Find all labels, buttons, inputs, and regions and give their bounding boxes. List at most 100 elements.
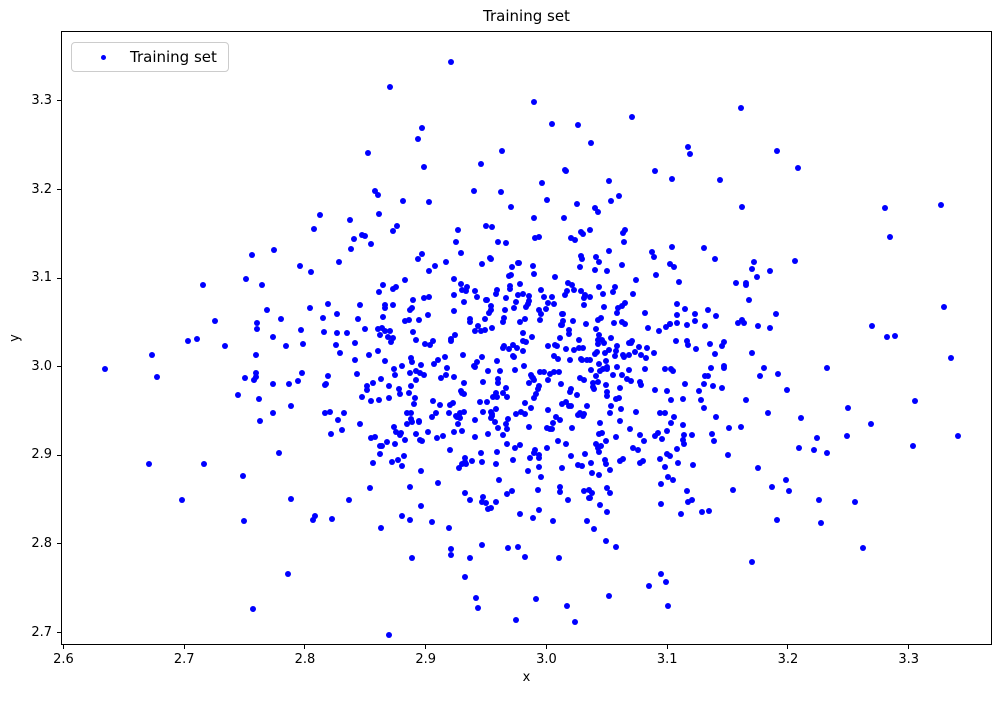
scatter-point [564,287,571,294]
scatter-point [796,445,803,452]
scatter-point [556,554,562,561]
scatter-point [102,365,109,372]
scatter-point [551,368,558,375]
scatter-point [530,262,537,269]
scatter-point [709,382,716,389]
scatter-point [602,537,609,544]
scatter-point [411,400,418,407]
scatter-point [375,348,382,355]
scatter-point [374,192,381,199]
scatter-point [641,437,648,444]
x-tick-label: 2.8 [294,652,316,667]
scatter-point [536,382,543,389]
scatter-point [497,188,504,195]
scatter-point [621,239,628,246]
scatter-point [538,473,545,480]
scatter-point [378,524,385,531]
scatter-point [588,140,595,147]
scatter-point [613,343,620,350]
scatter-point [296,262,303,269]
scatter-point [628,114,635,121]
scatter-point [556,416,563,423]
scatter-point [477,328,484,335]
scatter-point [652,433,659,440]
scatter-point [471,328,478,335]
scatter-point [354,371,361,378]
scatter-point [276,449,283,456]
scatter-point [657,571,664,578]
scatter-point [434,435,441,442]
scatter-point [619,318,626,325]
scatter-point [336,349,343,356]
scatter-point [785,488,792,495]
scatter-point [447,59,454,66]
scatter-point [637,351,644,358]
scatter-point [592,373,599,380]
scatter-point [471,434,478,441]
scatter-point [584,357,591,364]
scatter-point [485,309,492,316]
scatter-point [391,366,398,373]
scatter-point [447,545,454,552]
scatter-point [449,399,456,406]
scatter-point [947,355,954,362]
scatter-point [478,498,485,505]
scatter-point [270,380,277,387]
scatter-point [628,378,635,385]
scatter-point [702,323,709,330]
scatter-point [241,518,248,525]
scatter-point [324,301,331,308]
y-tick-label: 3.3 [31,92,52,108]
scatter-point [629,290,636,297]
scatter-point [507,282,514,289]
scatter-point [688,432,695,439]
scatter-point [429,338,436,345]
scatter-point [565,496,572,503]
scatter-point [397,432,404,439]
scatter-point [795,164,802,171]
scatter-point [253,352,260,359]
scatter-point [483,296,490,303]
scatter-point [688,496,695,503]
scatter-point [711,256,718,263]
scatter-point [580,302,587,309]
scatter-point [621,353,628,360]
scatter-point [481,326,488,333]
scatter-point [735,320,742,327]
scatter-point [843,432,850,439]
scatter-point [670,414,677,421]
scatter-point [539,179,546,186]
scatter-point [611,319,618,326]
scatter-point [339,427,346,434]
scatter-point [387,83,394,90]
scatter-point [445,409,452,416]
scatter-point [532,391,539,398]
scatter-point [510,304,517,311]
scatter-point [938,201,945,208]
scatter-point [445,525,452,532]
scatter-point [522,304,529,311]
scatter-point [437,401,444,408]
scatter-point [388,459,395,466]
scatter-point [451,373,458,380]
scatter-point [252,373,259,380]
scatter-point [581,450,588,457]
scatter-point [499,390,506,397]
scatter-point [362,232,369,239]
scatter-point [667,396,674,403]
scatter-point [256,417,263,424]
scatter-point [563,603,570,610]
scatter-point [251,377,258,384]
scatter-point [479,408,486,415]
scatter-point [343,330,350,337]
scatter-point [363,387,370,394]
scatter-point [668,420,675,427]
scatter-point [687,150,694,157]
scatter-point [684,342,691,349]
scatter-point [513,617,520,624]
scatter-point [377,332,384,339]
scatter-point [421,295,428,302]
scatter-point [399,462,406,469]
scatter-point [413,336,420,343]
scatter-point [385,631,392,638]
